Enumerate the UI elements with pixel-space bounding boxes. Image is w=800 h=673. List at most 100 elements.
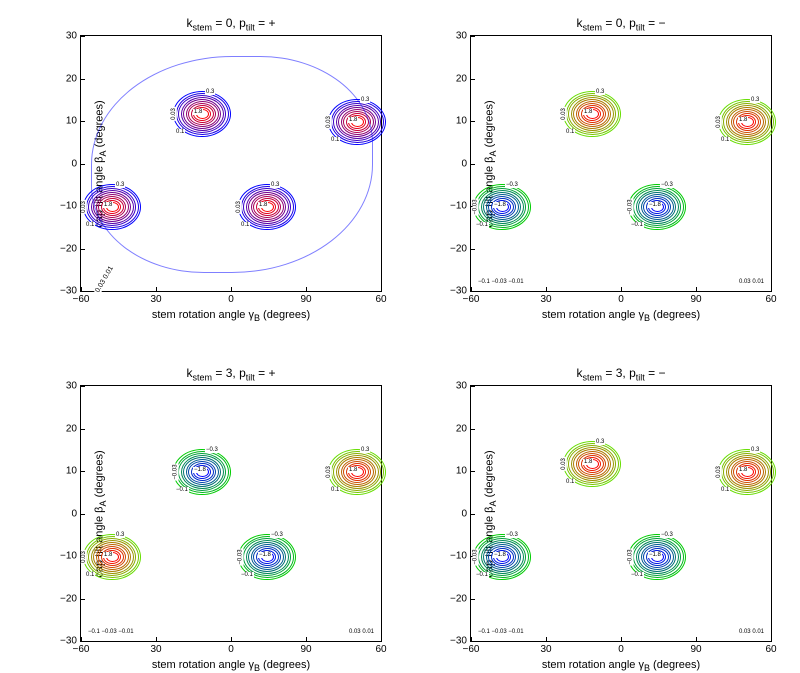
contour-label: 0.03 <box>561 107 567 121</box>
contour-label: 1.8 <box>348 467 358 473</box>
contour-label: −0.1 <box>175 487 189 493</box>
contour-label: −0.03 <box>238 548 244 565</box>
xtick: 60 <box>375 644 386 655</box>
contour-label: −0.03 <box>628 198 634 215</box>
contour-label: −1.8 <box>258 552 272 558</box>
contour-label: −0.03 <box>473 548 479 565</box>
contour-label: −1.8 <box>493 552 507 558</box>
panel-tl: kstem = 0, ptilt = +stem rotation angle … <box>80 35 382 292</box>
xtick: 0 <box>228 644 234 655</box>
contour-label: 0.03 0.01 <box>94 264 116 295</box>
contour-label: −0.03 <box>628 548 634 565</box>
xtick: 90 <box>300 644 311 655</box>
contour-outer <box>91 56 373 273</box>
contour-label: −0.03 <box>473 198 479 215</box>
ytick: −20 <box>443 243 467 254</box>
xtick: 0 <box>618 644 624 655</box>
contour-label: 0.3 <box>750 447 760 453</box>
contour-label: 0.1 <box>85 222 95 228</box>
contour-label: 0.1 <box>720 137 730 143</box>
panel-title: kstem = 0, ptilt = + <box>81 16 381 32</box>
contour-label: 0.03 0.01 <box>738 279 765 285</box>
panel-tr: kstem = 0, ptilt = −stem rotation angle … <box>470 35 772 292</box>
panel-title: kstem = 0, ptilt = − <box>471 16 771 32</box>
ytick: 0 <box>53 158 77 169</box>
xlabel: stem rotation angle γB (degrees) <box>81 309 381 323</box>
contour-label: −0.1 −0.03 −0.01 <box>477 629 525 635</box>
ytick: 10 <box>53 466 77 477</box>
xtick: 30 <box>150 294 161 305</box>
ytick: −10 <box>53 551 77 562</box>
panel-bl: kstem = 3, ptilt = +stem rotation angle … <box>80 385 382 642</box>
panel-title: kstem = 3, ptilt = + <box>81 366 381 382</box>
contour-label: −0.1 −0.03 −0.01 <box>477 279 525 285</box>
ytick: 30 <box>443 31 467 42</box>
panel-title: kstem = 3, ptilt = − <box>471 366 771 382</box>
ytick: −30 <box>443 286 467 297</box>
contour-label: −0.1 <box>475 572 489 578</box>
contour-label: −0.3 <box>660 182 674 188</box>
ytick: 0 <box>443 158 467 169</box>
xtick: 90 <box>690 294 701 305</box>
contour-label: 0.03 0.01 <box>348 629 375 635</box>
contour-label: −0.3 <box>660 532 674 538</box>
xtick: 60 <box>765 644 776 655</box>
ytick: 20 <box>53 423 77 434</box>
ytick: −30 <box>443 636 467 647</box>
contour-label: 0.03 0.01 <box>738 629 765 635</box>
contour-label: 0.1 <box>330 487 340 493</box>
contour-label: 0.03 <box>716 115 722 129</box>
contour-label: −0.1 −0.03 −0.01 <box>87 629 135 635</box>
ytick: 0 <box>443 508 467 519</box>
ytick: −10 <box>53 201 77 212</box>
contour-label: −0.03 <box>173 463 179 480</box>
xtick: 0 <box>228 294 234 305</box>
contour-label: −0.1 <box>630 572 644 578</box>
contour-label: 0.3 <box>595 439 605 445</box>
contour-label: 0.1 <box>565 129 575 135</box>
ytick: −20 <box>53 593 77 604</box>
xtick: 90 <box>300 294 311 305</box>
contour-label: 0.1 <box>720 487 730 493</box>
xtick: 30 <box>540 644 551 655</box>
xtick: 90 <box>690 644 701 655</box>
ytick: 30 <box>443 381 467 392</box>
contour-label: 0.03 <box>561 457 567 471</box>
ytick: −30 <box>53 636 77 647</box>
contour-label: −0.1 <box>630 222 644 228</box>
xlabel: stem rotation angle γB (degrees) <box>471 309 771 323</box>
ytick: 30 <box>53 31 77 42</box>
contour-label: −0.3 <box>505 532 519 538</box>
contour-label: 0.3 <box>115 532 125 538</box>
contour-label: −1.8 <box>648 552 662 558</box>
contour-label: 0.03 <box>326 465 332 479</box>
contour-label: 0.03 <box>81 550 87 564</box>
xtick: 0 <box>618 294 624 305</box>
contour-label: 0.3 <box>360 97 370 103</box>
contour-label: 1.8 <box>583 459 593 465</box>
contour-label: −1.8 <box>648 202 662 208</box>
xtick: 60 <box>375 294 386 305</box>
ytick: 0 <box>53 508 77 519</box>
ytick: −10 <box>443 201 467 212</box>
ytick: 30 <box>53 381 77 392</box>
contour-label: 0.3 <box>750 97 760 103</box>
contour-label: 0.1 <box>565 479 575 485</box>
contour-label: 1.8 <box>738 467 748 473</box>
xtick: 30 <box>540 294 551 305</box>
panel-br: kstem = 3, ptilt = −stem rotation angle … <box>470 385 772 642</box>
ytick: −20 <box>443 593 467 604</box>
contour-label: 0.3 <box>360 447 370 453</box>
ytick: 20 <box>443 73 467 84</box>
contour-label: −0.3 <box>205 447 219 453</box>
ytick: 10 <box>443 116 467 127</box>
xtick: 60 <box>765 294 776 305</box>
xtick: 30 <box>150 644 161 655</box>
contour-label: −1.8 <box>193 467 207 473</box>
ytick: 10 <box>53 116 77 127</box>
contour-label: 1.8 <box>103 552 113 558</box>
contour-label: −0.3 <box>270 532 284 538</box>
ytick: 20 <box>53 73 77 84</box>
ytick: −20 <box>53 243 77 254</box>
figure: kstem = 0, ptilt = + stem rotation angle … <box>0 0 800 671</box>
